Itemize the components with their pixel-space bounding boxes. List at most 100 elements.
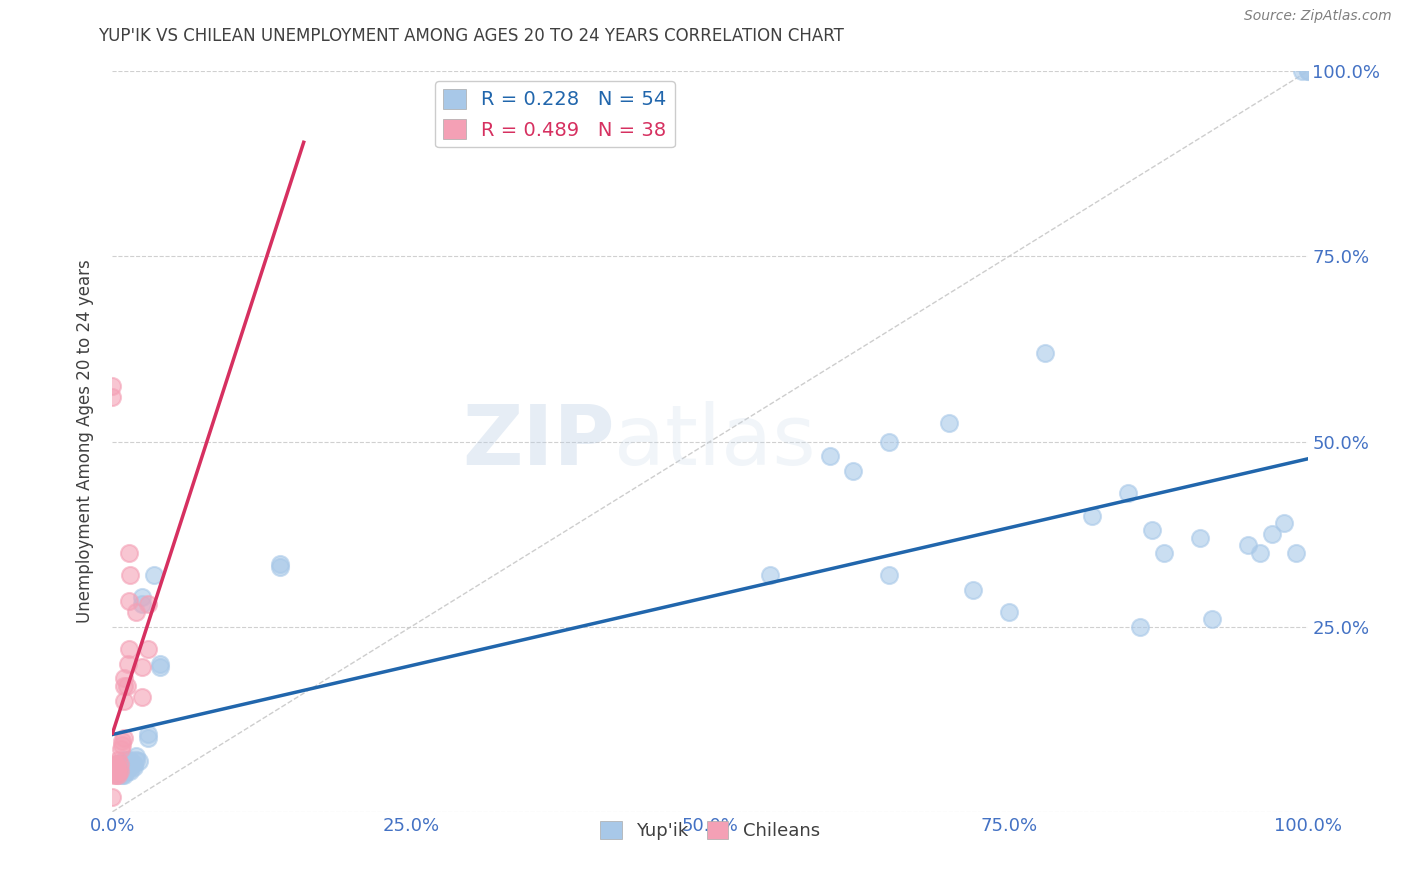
Point [128, 755, 150, 769]
Point [149, 660, 172, 674]
Point [759, 567, 782, 582]
Point [107, 756, 129, 771]
Point [1237, 538, 1260, 552]
Point [105, 767, 128, 781]
Point [269, 557, 291, 571]
Point [117, 657, 139, 671]
Point [1261, 527, 1284, 541]
Text: Source: ZipAtlas.com: Source: ZipAtlas.com [1244, 9, 1392, 23]
Point [879, 434, 901, 449]
Point [1285, 546, 1308, 560]
Point [101, 789, 124, 804]
Point [1291, 64, 1313, 78]
Point [1296, 64, 1319, 78]
Point [104, 764, 127, 778]
Point [105, 756, 128, 771]
Point [118, 593, 141, 607]
Point [131, 690, 153, 704]
Point [107, 767, 129, 781]
Point [115, 764, 138, 778]
Point [105, 764, 128, 778]
Point [125, 753, 148, 767]
Point [120, 567, 142, 582]
Point [107, 760, 129, 774]
Text: ZIP: ZIP [463, 401, 614, 482]
Point [111, 764, 134, 778]
Point [131, 598, 153, 612]
Point [114, 756, 135, 771]
Point [1142, 524, 1164, 538]
Point [118, 546, 141, 560]
Point [115, 679, 138, 693]
Point [101, 390, 124, 404]
Point [138, 641, 160, 656]
Point [962, 582, 984, 597]
Point [938, 416, 960, 430]
Point [114, 694, 135, 708]
Point [103, 767, 125, 781]
Point [103, 764, 125, 778]
Point [149, 657, 172, 671]
Point [1033, 345, 1056, 359]
Point [111, 766, 134, 780]
Point [104, 760, 127, 774]
Point [107, 764, 129, 778]
Point [107, 767, 129, 781]
Point [120, 764, 142, 778]
Point [998, 605, 1021, 619]
Point [138, 727, 160, 741]
Text: YUP'IK VS CHILEAN UNEMPLOYMENT AMONG AGES 20 TO 24 YEARS CORRELATION CHART: YUP'IK VS CHILEAN UNEMPLOYMENT AMONG AGE… [98, 27, 844, 45]
Point [110, 741, 132, 756]
Point [111, 738, 134, 752]
Point [879, 567, 901, 582]
Point [125, 605, 148, 619]
Point [104, 756, 127, 771]
Point [114, 767, 135, 781]
Point [125, 749, 148, 764]
Point [108, 764, 131, 778]
Point [269, 560, 291, 574]
Point [1272, 516, 1295, 530]
Point [105, 760, 128, 774]
Point [115, 753, 138, 767]
Point [103, 760, 125, 774]
Point [131, 590, 153, 604]
Y-axis label: Unemployment Among Ages 20 to 24 years: Unemployment Among Ages 20 to 24 years [76, 260, 94, 624]
Point [1081, 508, 1104, 523]
Point [120, 753, 142, 767]
Point [101, 379, 124, 393]
Point [131, 660, 153, 674]
Text: atlas: atlas [614, 401, 815, 482]
Point [1189, 531, 1212, 545]
Point [111, 767, 134, 781]
Point [105, 764, 128, 778]
Legend: Yup'ik, Chileans: Yup'ik, Chileans [593, 814, 827, 847]
Point [1129, 619, 1152, 633]
Point [138, 598, 160, 612]
Point [118, 641, 141, 656]
Point [107, 760, 129, 774]
Point [114, 672, 135, 686]
Point [111, 762, 134, 776]
Point [1249, 546, 1271, 560]
Point [1296, 64, 1319, 78]
Point [114, 679, 135, 693]
Point [122, 756, 145, 771]
Point [1153, 546, 1175, 560]
Point [818, 450, 841, 464]
Point [842, 464, 865, 478]
Point [143, 567, 166, 582]
Point [114, 753, 135, 767]
Point [1201, 612, 1223, 626]
Point [120, 760, 142, 774]
Point [105, 760, 128, 774]
Point [115, 760, 138, 774]
Point [107, 764, 129, 778]
Point [114, 731, 135, 745]
Point [1118, 486, 1140, 500]
Point [138, 731, 160, 745]
Point [108, 756, 131, 771]
Point [122, 760, 145, 774]
Point [111, 734, 134, 748]
Point [107, 753, 129, 767]
